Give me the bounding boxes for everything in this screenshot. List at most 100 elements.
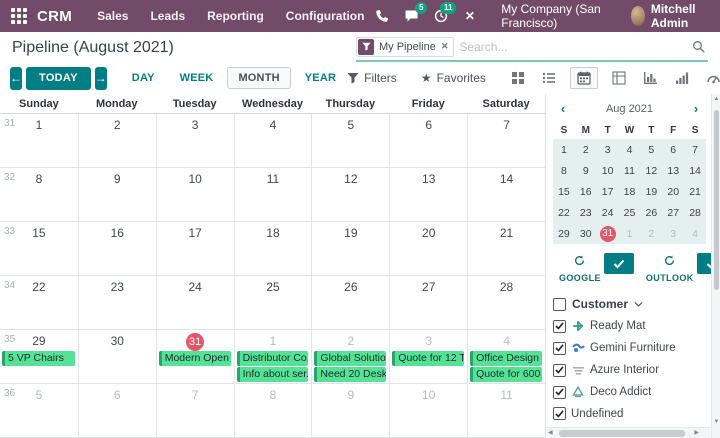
day-cell[interactable]: 13 xyxy=(389,168,467,221)
day-cell[interactable]: 5 xyxy=(311,114,389,167)
day-cell[interactable]: 27 xyxy=(389,276,467,329)
apps-menu-icon[interactable] xyxy=(10,5,27,27)
facet-remove-icon[interactable]: ✕ xyxy=(440,41,449,51)
calendar-event[interactable]: Global Solutio... xyxy=(314,351,387,366)
vertical-scroll-thumb[interactable] xyxy=(714,110,719,290)
day-cell[interactable]: 2 Global Solutio...Need 20 Desks xyxy=(311,330,389,383)
day-cell[interactable]: 4 Office Design ...Quote for 600 ... xyxy=(467,330,545,383)
favorites-button[interactable]: ★ Favorites xyxy=(421,71,486,85)
scroll-down-icon[interactable]: ▼ xyxy=(713,419,720,425)
day-cell[interactable]: 10 xyxy=(389,384,467,437)
day-cell[interactable]: 11 xyxy=(233,168,312,221)
day-cell[interactable]: 12 xyxy=(311,168,389,221)
scroll-right-icon[interactable]: ▶ xyxy=(694,430,699,436)
user-menu[interactable]: Mitchell Admin xyxy=(630,2,710,30)
mini-cal-day[interactable]: 12 xyxy=(645,164,658,177)
today-button[interactable]: TODAY xyxy=(26,66,91,90)
scale-button-month[interactable]: MONTH xyxy=(227,67,291,89)
day-cell[interactable]: 28 xyxy=(467,276,545,329)
horizontal-scrollbar[interactable]: ◀ ▶ xyxy=(546,427,711,438)
kanban-view-icon[interactable] xyxy=(508,67,528,89)
mini-cal-day[interactable]: 20 xyxy=(667,185,680,198)
calendar-event[interactable]: Distributor Co... xyxy=(236,351,309,366)
menu-item-leads[interactable]: Leads xyxy=(150,9,186,23)
calendar-event[interactable]: Office Design ... xyxy=(470,351,542,366)
mini-cal-day[interactable]: 24 xyxy=(601,206,614,219)
mini-cal-day[interactable]: 3 xyxy=(604,143,611,156)
pivot-view-icon[interactable] xyxy=(609,67,629,89)
sync-outlook-button[interactable]: OUTLOOK xyxy=(646,253,694,283)
calendar-event[interactable]: Quote for 12 T... xyxy=(392,351,465,366)
scroll-up-icon[interactable]: ▲ xyxy=(713,96,720,102)
menu-item-configuration[interactable]: Configuration xyxy=(285,9,365,23)
day-cell[interactable]: 9 xyxy=(77,168,156,221)
day-cell[interactable]: 7 xyxy=(155,384,234,437)
mini-cal-day[interactable]: 21 xyxy=(689,185,701,198)
mini-cal-day[interactable]: 16 xyxy=(579,185,592,198)
calendar-event[interactable]: Need 20 Desks xyxy=(314,367,387,382)
scale-button-day[interactable]: DAY xyxy=(131,72,155,84)
calendar-event[interactable]: Quote for 600 ... xyxy=(470,367,542,382)
mini-cal-day[interactable]: 13 xyxy=(667,164,680,177)
activities-clock-icon[interactable]: 11 xyxy=(434,2,457,25)
customer-item-checkbox[interactable] xyxy=(553,385,566,399)
cohort-view-icon[interactable] xyxy=(672,67,692,89)
horizontal-scroll-thumb[interactable] xyxy=(559,430,685,437)
mini-cal-title[interactable]: Aug 2021 xyxy=(605,103,654,115)
day-cell[interactable]: 19 xyxy=(311,222,389,275)
day-cell[interactable]: 22 xyxy=(0,276,78,329)
mini-cal-day[interactable]: 5 xyxy=(648,143,655,156)
next-button[interactable]: → xyxy=(94,66,107,90)
day-cell[interactable]: 6 xyxy=(389,114,467,167)
mini-cal-day[interactable]: 1 xyxy=(561,143,567,156)
mini-cal-day[interactable]: 9 xyxy=(582,164,589,177)
day-cell[interactable]: 16 xyxy=(77,222,156,275)
scroll-left-icon[interactable]: ◀ xyxy=(548,430,553,436)
graph-view-icon[interactable] xyxy=(640,67,661,89)
sync-outlook-check-button[interactable] xyxy=(696,253,711,274)
day-cell[interactable]: 25 xyxy=(233,276,312,329)
mini-cal-day[interactable]: 15 xyxy=(558,185,570,198)
day-cell[interactable]: 15 xyxy=(0,222,78,275)
mini-cal-day[interactable]: 4 xyxy=(626,143,633,156)
mini-cal-day[interactable]: 3 xyxy=(670,227,677,240)
day-cell[interactable]: 1 xyxy=(0,114,78,167)
calendar-event[interactable]: Modern Open ... xyxy=(158,351,231,366)
customer-item-checkbox[interactable] xyxy=(553,363,566,377)
mini-cal-day[interactable]: 6 xyxy=(670,143,677,156)
mini-cal-day[interactable]: 26 xyxy=(645,206,658,219)
day-cell[interactable]: 14 xyxy=(467,168,545,221)
sync-google-button[interactable]: GOOGLE xyxy=(559,253,601,283)
day-cell[interactable]: 5 xyxy=(0,384,78,437)
customer-item-checkbox[interactable] xyxy=(553,341,566,355)
phone-icon[interactable] xyxy=(375,7,389,25)
day-cell[interactable]: 2 xyxy=(77,114,156,167)
calendar-event[interactable]: Info about ser... xyxy=(236,367,309,382)
customer-filter-header[interactable]: Customer xyxy=(553,297,706,311)
mini-cal-day[interactable]: 30 xyxy=(579,227,592,240)
mini-cal-day[interactable]: 28 xyxy=(689,206,701,219)
list-view-icon[interactable] xyxy=(539,67,559,89)
mini-cal-day[interactable]: 31 xyxy=(597,225,619,242)
calendar-view-icon[interactable] xyxy=(569,67,598,89)
day-cell[interactable]: 6 xyxy=(77,384,156,437)
mini-cal-day[interactable]: 7 xyxy=(692,143,698,156)
mini-cal-prev-icon[interactable]: ‹ xyxy=(560,101,566,116)
mini-cal-day[interactable]: 18 xyxy=(623,185,636,198)
mini-cal-day[interactable]: 10 xyxy=(601,164,614,177)
mini-cal-day[interactable]: 19 xyxy=(645,185,658,198)
day-cell[interactable]: 21 xyxy=(467,222,545,275)
day-cell[interactable]: 7 xyxy=(467,114,545,167)
mini-cal-day[interactable]: 1 xyxy=(626,227,633,240)
day-cell[interactable]: 26 xyxy=(311,276,389,329)
mini-cal-day[interactable]: 14 xyxy=(689,164,701,177)
customer-item-checkbox[interactable] xyxy=(553,319,566,333)
mini-cal-day[interactable]: 27 xyxy=(667,206,680,219)
search-facet[interactable]: My Pipeline ✕ xyxy=(356,36,455,57)
mini-cal-day[interactable]: 17 xyxy=(601,185,614,198)
search-input[interactable] xyxy=(459,39,687,54)
day-cell[interactable]: 29 5 VP Chairs xyxy=(0,330,78,383)
mini-cal-day[interactable]: 22 xyxy=(558,206,570,219)
day-cell[interactable]: 3 Quote for 12 T... xyxy=(389,330,467,383)
mini-cal-day[interactable]: 29 xyxy=(558,227,570,240)
